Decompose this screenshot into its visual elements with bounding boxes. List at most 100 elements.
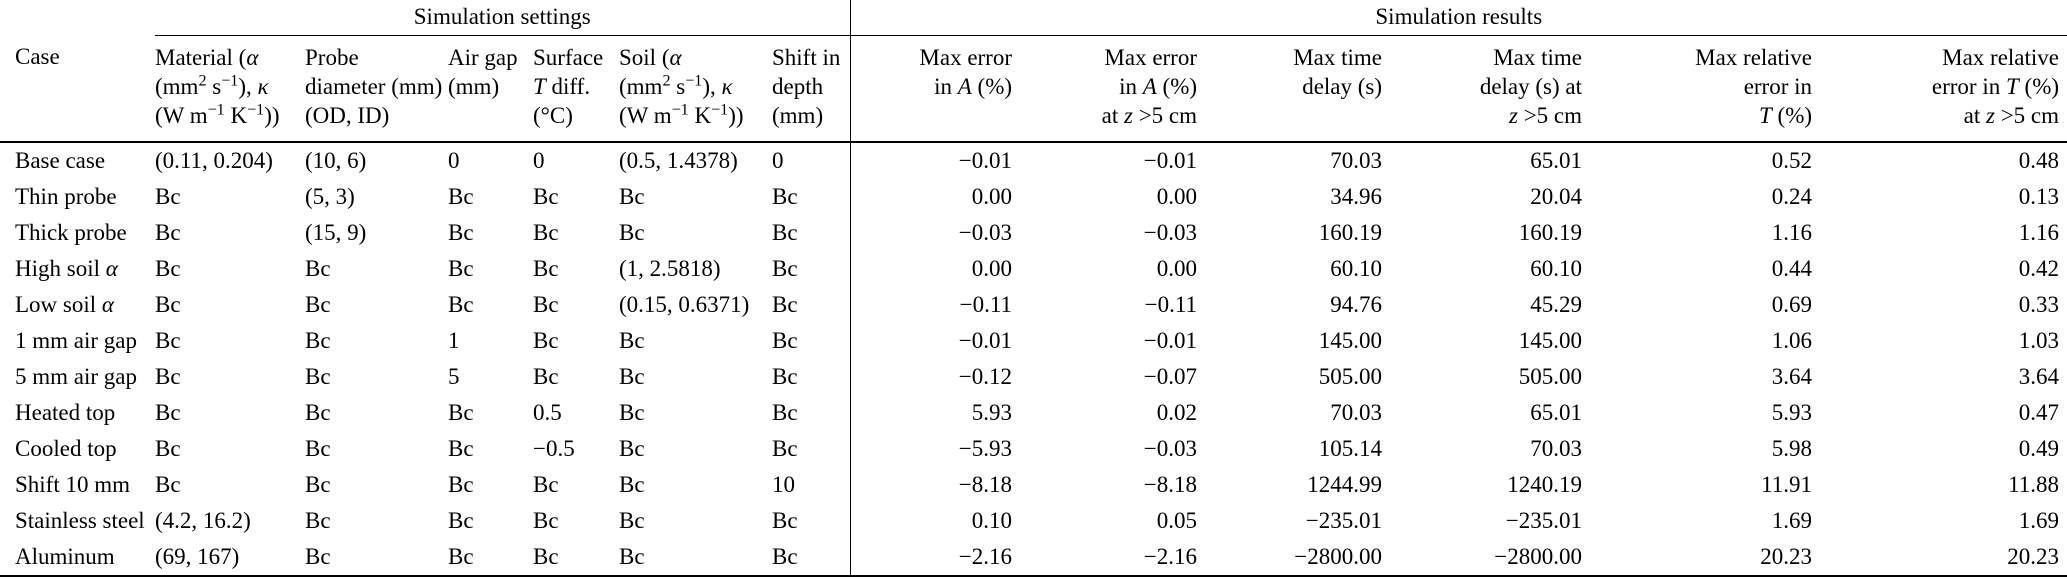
value-cell: −235.01: [1305, 507, 1383, 533]
table-row: Aluminum (69, 167) Bc Bc Bc Bc Bc −2.16 −2.16 −28…: [0, 538, 2067, 577]
value-cell: Bc: [619, 399, 645, 425]
table-row: High soil α Bc Bc Bc Bc (1, 2.5818) Bc 0.00 0.00…: [0, 250, 2067, 287]
value-cell: Bc: [155, 291, 181, 317]
value-cell: 10: [772, 471, 795, 497]
value-cell: 65.01: [1530, 399, 1583, 425]
case-cell: Thick probe: [15, 219, 127, 245]
value-cell: Bc: [533, 183, 559, 209]
value-cell: 505.00: [1318, 363, 1383, 389]
value-cell: 3.64: [2018, 363, 2060, 389]
value-cell: Bc: [448, 291, 474, 317]
value-cell: −235.01: [1505, 507, 1583, 533]
group-header-settings: Simulation settings: [155, 0, 851, 36]
value-cell: (0.11, 0.204): [155, 147, 273, 173]
case-cell: High soil α: [15, 255, 118, 281]
value-cell: 1.03: [2018, 327, 2060, 353]
value-cell: Bc: [533, 219, 559, 245]
value-cell: −0.01: [849, 141, 1021, 179]
value-cell: Bc: [155, 471, 181, 497]
value-cell: 1.69: [1771, 507, 1813, 533]
value-cell: Bc: [305, 327, 331, 353]
value-cell: −0.12: [849, 358, 1021, 395]
value-cell: Bc: [619, 538, 772, 577]
value-cell: 0.52: [1771, 147, 1813, 173]
value-cell: Bc: [448, 255, 474, 281]
value-cell: (5, 3): [305, 183, 355, 209]
value-cell: Bc: [305, 363, 331, 389]
value-cell: 0.49: [2018, 435, 2060, 461]
value-cell: Bc: [772, 435, 798, 461]
table-row: Stainless steel (4.2, 16.2) Bc Bc Bc Bc Bc 0.10…: [0, 502, 2067, 539]
case-cell: Stainless steel: [15, 507, 145, 533]
value-cell: Bc: [448, 507, 474, 533]
case-cell: Cooled top: [15, 435, 117, 461]
table-row: Thick probe Bc (15, 9) Bc Bc Bc Bc −0.03 −0.03 16…: [0, 214, 2067, 251]
value-cell: 0.00: [1156, 255, 1198, 281]
value-cell: 1.16: [2018, 219, 2060, 245]
value-cell: 5.93: [1771, 399, 1813, 425]
col-header-max-rel-error-t-z5: Max relative error in T (%) at z >5 cm: [1820, 35, 2067, 143]
value-cell: Bc: [619, 183, 645, 209]
value-cell: 105.14: [1318, 435, 1383, 461]
value-cell: Bc: [772, 255, 798, 281]
value-cell: −0.03: [849, 214, 1021, 251]
value-cell: −2800.00: [1205, 538, 1391, 577]
value-cell: Bc: [619, 219, 645, 245]
col-header-air-gap: Air gap (mm): [448, 35, 533, 143]
value-cell: Bc: [448, 219, 474, 245]
value-cell: Bc: [533, 363, 559, 389]
case-cell: Low soil α: [15, 291, 114, 317]
value-cell: (4.2, 16.2): [155, 507, 251, 533]
value-cell: 145.00: [1318, 327, 1383, 353]
col-header-case: Case: [0, 35, 155, 143]
col-header-max-error-a: Max error in A (%): [849, 35, 1021, 143]
col-header-surface-t-diff: Surface T diff. (°C): [533, 35, 619, 143]
col-header-soil: Soil (α (mm2 s−1), κ (W m−1 K−1)): [619, 35, 772, 143]
value-cell: −0.11: [849, 286, 1021, 323]
value-cell: 0.13: [2018, 183, 2060, 209]
value-cell: Bc: [772, 327, 798, 353]
value-cell: Bc: [772, 399, 798, 425]
value-cell: −8.18: [849, 466, 1021, 503]
value-cell: 11.88: [2008, 471, 2060, 497]
value-cell: 0.69: [1771, 291, 1813, 317]
value-cell: Bc: [448, 471, 474, 497]
value-cell: Bc: [305, 255, 331, 281]
value-cell: 0.00: [849, 250, 1021, 287]
table-row: Thin probe Bc (5, 3) Bc Bc Bc Bc 0.00 0.00 34.96 2…: [0, 178, 2067, 215]
value-cell: 20.04: [1530, 183, 1583, 209]
value-cell: Bc: [448, 399, 474, 425]
value-cell: 70.03: [1330, 147, 1383, 173]
value-cell: Bc: [772, 183, 798, 209]
value-cell: (10, 6): [305, 147, 367, 173]
value-cell: 0.47: [2018, 399, 2060, 425]
value-cell: Bc: [305, 435, 331, 461]
value-cell: Bc: [533, 327, 559, 353]
value-cell: 145.00: [1518, 327, 1583, 353]
value-cell: 60.10: [1530, 255, 1583, 281]
value-cell: Bc: [155, 399, 181, 425]
col-header-shift-depth: Shift in depth (mm): [772, 35, 851, 143]
value-cell: −0.01: [1143, 327, 1198, 353]
value-cell: −0.07: [1143, 363, 1198, 389]
value-cell: Bc: [533, 291, 559, 317]
value-cell: 1244.99: [1307, 471, 1383, 497]
column-header-row: Case Material (α (mm2 s−1), κ (W m−1 K−1))…: [0, 35, 2067, 143]
value-cell: 0: [448, 147, 460, 173]
value-cell: −0.11: [1144, 291, 1198, 317]
value-cell: (1, 2.5818): [619, 255, 721, 281]
value-cell: 0.10: [849, 502, 1021, 539]
value-cell: Bc: [533, 507, 559, 533]
group-header-row: Simulation settings Simulation results: [0, 0, 2067, 36]
value-cell: Bc: [772, 363, 798, 389]
value-cell: 1.06: [1771, 327, 1813, 353]
value-cell: Bc: [772, 291, 798, 317]
value-cell: Bc: [155, 255, 181, 281]
value-cell: Bc: [305, 538, 448, 577]
corner-cell: [0, 0, 155, 35]
value-cell: 45.29: [1530, 291, 1583, 317]
value-cell: 20.23: [1820, 538, 2067, 577]
case-cell: Base case: [15, 147, 106, 173]
value-cell: Bc: [619, 507, 645, 533]
